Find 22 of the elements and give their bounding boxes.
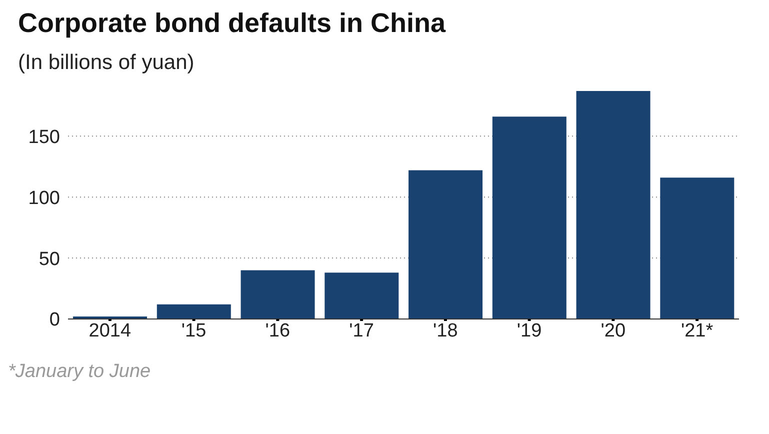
chart-title: Corporate bond defaults in China <box>18 8 447 39</box>
bar <box>576 91 650 319</box>
y-tick-label: 100 <box>28 188 60 209</box>
x-tick-label: 2014 <box>88 320 132 342</box>
bar <box>660 178 734 319</box>
x-tick-label: '18 <box>433 320 458 342</box>
y-tick-label: 0 <box>49 310 60 331</box>
x-tick-label: '20 <box>600 320 626 342</box>
bar <box>156 304 231 319</box>
bar <box>492 116 566 319</box>
bar <box>408 170 483 319</box>
x-tick-label: '17 <box>349 320 374 342</box>
bar <box>240 270 315 319</box>
x-tick-label: '15 <box>181 320 206 342</box>
x-tick-label: '19 <box>516 320 542 342</box>
y-tick-label: 50 <box>38 248 60 270</box>
chart-subtitle: (In billions of yuan) <box>18 51 196 75</box>
text: *January to June <box>8 361 152 383</box>
x-tick-label: '16 <box>265 320 290 342</box>
bar <box>324 272 399 319</box>
y-tick-label: 150 <box>28 126 60 148</box>
x-tick-label: '21* <box>680 320 714 342</box>
